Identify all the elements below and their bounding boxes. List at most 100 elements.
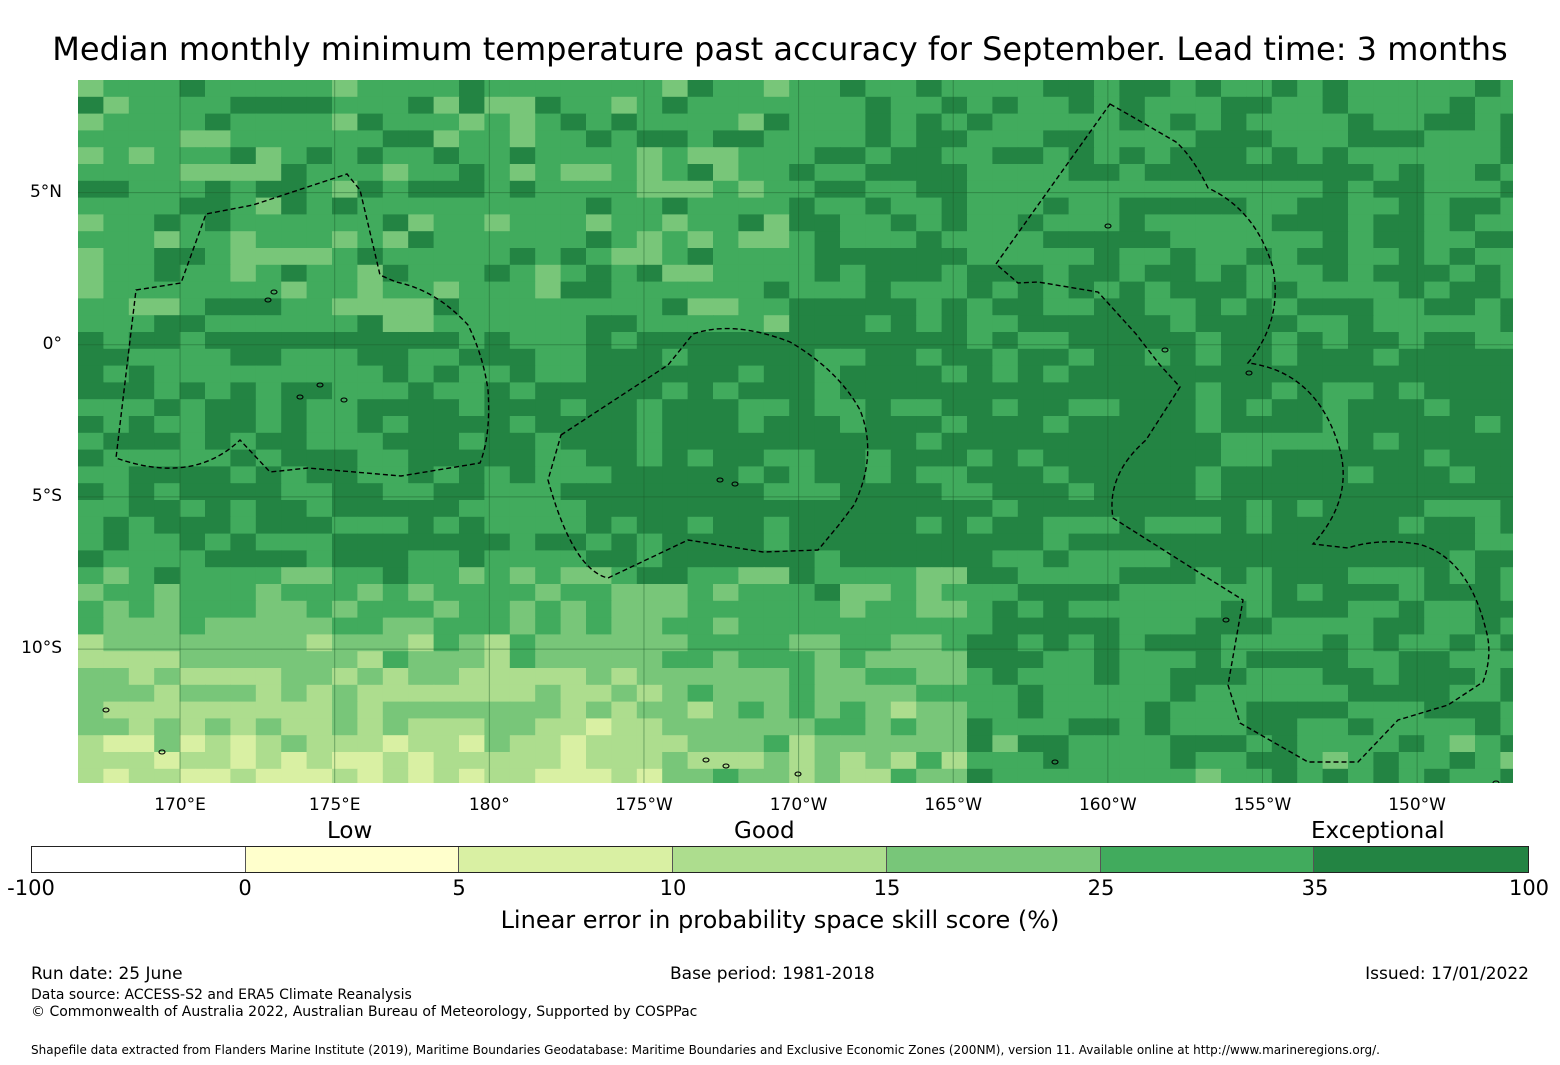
map-cell bbox=[332, 567, 358, 585]
map-cell bbox=[1068, 365, 1095, 383]
map-cell bbox=[408, 197, 435, 215]
map-cell bbox=[560, 768, 587, 783]
map-cell bbox=[281, 432, 308, 451]
map-cell bbox=[408, 533, 435, 551]
map-cell bbox=[1119, 735, 1146, 753]
map-cell bbox=[1068, 718, 1095, 736]
map-cell bbox=[382, 264, 409, 283]
map-cell bbox=[967, 584, 993, 602]
map-cell bbox=[78, 668, 104, 686]
map-cell bbox=[255, 315, 282, 333]
map-cell bbox=[535, 80, 562, 98]
map-cell bbox=[1373, 617, 1400, 635]
map-cell bbox=[509, 113, 536, 131]
map-cell bbox=[713, 281, 739, 299]
map-cell bbox=[967, 332, 993, 350]
map-cell bbox=[154, 248, 181, 266]
map-cell bbox=[1170, 130, 1197, 148]
map-cell bbox=[1144, 281, 1171, 299]
map-cell bbox=[128, 348, 155, 367]
map-cell bbox=[611, 533, 638, 551]
map-cell bbox=[1398, 768, 1425, 783]
island-outline bbox=[1104, 223, 1112, 229]
map-cell bbox=[687, 449, 714, 467]
map-cell bbox=[535, 584, 562, 602]
map-cell bbox=[814, 80, 841, 98]
map-cell bbox=[281, 634, 308, 652]
map-cell bbox=[1094, 365, 1120, 383]
colorbar-tick-label: 5 bbox=[452, 876, 466, 900]
map-cell bbox=[738, 180, 765, 199]
map-cell bbox=[1297, 701, 1324, 719]
map-cell bbox=[484, 550, 511, 568]
map-cell bbox=[789, 718, 816, 736]
map-cell bbox=[459, 164, 485, 182]
map-cell bbox=[1170, 416, 1197, 434]
map-cell bbox=[738, 483, 765, 501]
map-cell bbox=[306, 449, 333, 467]
map-cell bbox=[738, 264, 765, 283]
map-cell bbox=[1424, 466, 1451, 484]
map-cell bbox=[1094, 701, 1120, 719]
map-cell bbox=[840, 399, 866, 417]
map-cell bbox=[1398, 147, 1425, 165]
map-cell bbox=[1373, 348, 1400, 367]
map-cell bbox=[636, 701, 663, 719]
map-cell bbox=[1144, 684, 1171, 703]
map-cell bbox=[1500, 298, 1513, 316]
map-cell bbox=[713, 348, 739, 367]
map-cell bbox=[890, 432, 917, 451]
map-cell bbox=[509, 718, 536, 736]
map-cell bbox=[1449, 281, 1476, 299]
map-cell bbox=[103, 248, 130, 266]
map-cell bbox=[1017, 332, 1044, 350]
map-cell bbox=[1271, 264, 1298, 283]
map-cell bbox=[636, 449, 663, 467]
map-cell bbox=[205, 449, 231, 467]
map-cell bbox=[789, 332, 816, 350]
map-cell bbox=[1322, 382, 1349, 400]
map-cell bbox=[535, 617, 562, 635]
map-cell bbox=[179, 684, 206, 703]
map-cell bbox=[306, 584, 333, 602]
map-cell bbox=[865, 147, 892, 165]
map-cell bbox=[128, 281, 155, 299]
map-cell bbox=[332, 701, 358, 719]
map-cell bbox=[1449, 466, 1476, 484]
map-cell bbox=[1475, 550, 1501, 568]
map-cell bbox=[128, 768, 155, 783]
map-cell bbox=[1373, 600, 1400, 619]
map-cell bbox=[332, 718, 358, 736]
map-cell bbox=[484, 768, 511, 783]
map-cell bbox=[179, 634, 206, 652]
map-cell bbox=[586, 382, 612, 400]
map-cell bbox=[332, 600, 358, 619]
map-cell bbox=[1195, 315, 1222, 333]
map-cell bbox=[78, 718, 104, 736]
map-cell bbox=[636, 617, 663, 635]
map-cell bbox=[789, 752, 816, 770]
map-cell bbox=[890, 399, 917, 417]
map-cell bbox=[941, 752, 968, 770]
map-cell bbox=[941, 180, 968, 199]
map-cell bbox=[1017, 264, 1044, 283]
map-cell bbox=[1500, 449, 1513, 467]
map-cell bbox=[459, 348, 485, 367]
map-cell bbox=[967, 668, 993, 686]
map-cell bbox=[840, 416, 866, 434]
map-cell bbox=[763, 248, 790, 266]
map-cell bbox=[535, 315, 562, 333]
map-cell bbox=[1322, 332, 1349, 350]
map-cell bbox=[1475, 516, 1501, 535]
map-cell bbox=[433, 768, 460, 783]
map-cell bbox=[1017, 768, 1044, 783]
map-cell bbox=[1017, 80, 1044, 98]
map-cell bbox=[763, 80, 790, 98]
map-cell bbox=[1348, 500, 1374, 518]
map-cell bbox=[281, 315, 308, 333]
map-cell bbox=[128, 197, 155, 215]
map-cell bbox=[1094, 332, 1120, 350]
map-cell bbox=[865, 634, 892, 652]
map-cell bbox=[1449, 180, 1476, 199]
map-cell bbox=[713, 651, 739, 669]
